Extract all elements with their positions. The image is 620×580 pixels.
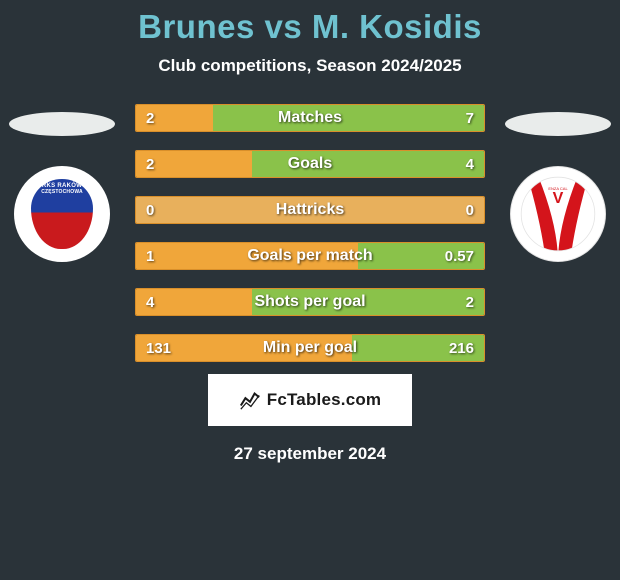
stat-label: Shots per goal bbox=[254, 293, 365, 311]
stat-label: Goals bbox=[288, 155, 332, 173]
club-left-shield: RKS RAKÓW CZĘSTOCHOWA bbox=[31, 179, 93, 249]
stat-value-left: 0 bbox=[136, 197, 164, 223]
stat-row: 2 4 Goals bbox=[135, 150, 485, 178]
stat-value-right: 0.57 bbox=[435, 243, 484, 269]
stat-value-right: 4 bbox=[456, 151, 484, 177]
watermark-text: FcTables.com bbox=[267, 390, 382, 410]
stat-row: 4 2 Shots per goal bbox=[135, 288, 485, 316]
left-player-column: RKS RAKÓW CZĘSTOCHOWA bbox=[7, 104, 117, 262]
stat-row: 1 0.57 Goals per match bbox=[135, 242, 485, 270]
right-player-column: V ENZA CAL bbox=[503, 104, 613, 262]
svg-text:V: V bbox=[553, 190, 564, 207]
stats-column: 2 7 Matches 2 4 Goals 0 0 Hattricks 1 0.57 Goals pe… bbox=[135, 104, 485, 362]
stat-value-right: 2 bbox=[456, 289, 484, 315]
club-left-badge: RKS RAKÓW CZĘSTOCHOWA bbox=[14, 166, 110, 262]
club-left-line2: CZĘSTOCHOWA bbox=[41, 189, 83, 195]
stat-value-left: 2 bbox=[136, 151, 164, 177]
subtitle: Club competitions, Season 2024/2025 bbox=[158, 56, 461, 76]
stat-label: Goals per match bbox=[247, 247, 372, 265]
stat-value-left: 4 bbox=[136, 289, 164, 315]
club-right-shield-icon: V ENZA CAL bbox=[518, 174, 598, 254]
player-left-avatar-placeholder bbox=[9, 112, 115, 136]
stat-value-right: 7 bbox=[456, 105, 484, 131]
stat-bar-right bbox=[213, 105, 484, 131]
svg-text:ENZA CAL: ENZA CAL bbox=[548, 186, 568, 191]
stat-label: Matches bbox=[278, 109, 342, 127]
stat-row: 2 7 Matches bbox=[135, 104, 485, 132]
footer-date: 27 september 2024 bbox=[234, 444, 386, 464]
stat-value-right: 216 bbox=[439, 335, 484, 361]
stat-label: Hattricks bbox=[276, 201, 344, 219]
stat-value-left: 2 bbox=[136, 105, 164, 131]
stat-label: Min per goal bbox=[263, 339, 357, 357]
watermark: FcTables.com bbox=[208, 374, 412, 426]
stat-row: 131 216 Min per goal bbox=[135, 334, 485, 362]
chart-line-icon bbox=[239, 389, 261, 411]
stat-value-left: 1 bbox=[136, 243, 164, 269]
stat-value-right: 0 bbox=[456, 197, 484, 223]
stat-bar-right bbox=[252, 151, 484, 177]
page-title: Brunes vs M. Kosidis bbox=[138, 8, 482, 46]
stat-row: 0 0 Hattricks bbox=[135, 196, 485, 224]
club-right-badge: V ENZA CAL bbox=[510, 166, 606, 262]
stat-value-left: 131 bbox=[136, 335, 181, 361]
player-right-avatar-placeholder bbox=[505, 112, 611, 136]
main-row: RKS RAKÓW CZĘSTOCHOWA 27Matches24Goals00… bbox=[0, 104, 620, 362]
comparison-infographic: Brunes vs M. Kosidis Club competitions, … bbox=[0, 0, 620, 464]
